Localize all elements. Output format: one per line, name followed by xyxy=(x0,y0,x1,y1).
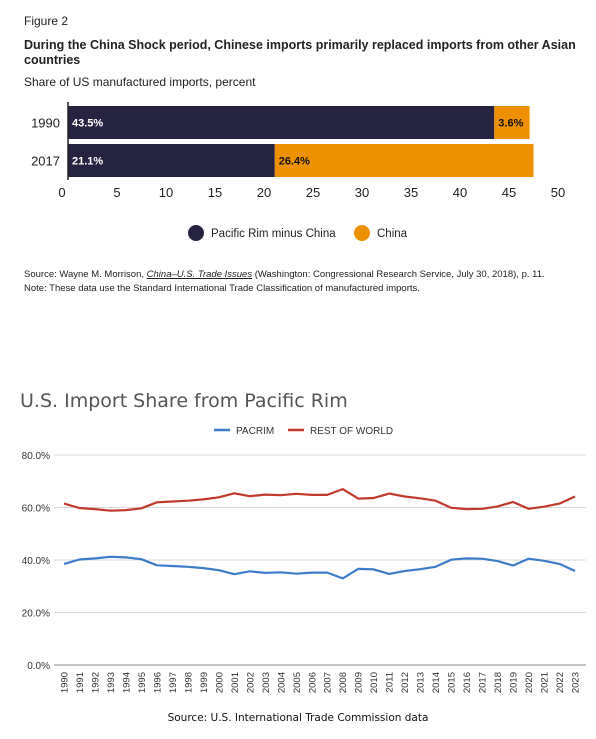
source-citation: Source: Wayne M. Morrison, China–U.S. Tr… xyxy=(24,268,584,282)
legend-label: Pacific Rim minus China xyxy=(211,228,336,240)
x-tick-label: 2001 xyxy=(230,672,241,693)
x-tick-label: 2019 xyxy=(509,672,520,693)
figure-subtitle: Share of US manufactured imports, percen… xyxy=(24,75,256,89)
x-tick-label: 2012 xyxy=(400,672,411,693)
x-tick-label: 1991 xyxy=(75,672,86,693)
source-block: Source: Wayne M. Morrison, China–U.S. Tr… xyxy=(24,268,584,296)
bar-x-tick-label: 15 xyxy=(208,185,222,200)
x-tick-label: 2017 xyxy=(478,672,489,693)
x-tick-label: 2014 xyxy=(431,672,442,693)
bar-segment xyxy=(274,144,534,177)
series-line-pacrim xyxy=(63,555,576,580)
x-tick-label: 1992 xyxy=(90,672,101,693)
bar-segment xyxy=(68,106,495,139)
x-tick-label: 2023 xyxy=(571,672,582,693)
x-tick-label: 2021 xyxy=(540,672,551,693)
bar-x-tick-label: 20 xyxy=(257,185,271,200)
bar-category-label: 2017 xyxy=(31,154,60,169)
source-link[interactable]: China–U.S. Trade Issues xyxy=(146,269,253,280)
x-tick-label: 2004 xyxy=(276,672,287,693)
x-tick-label: 1996 xyxy=(152,672,163,693)
x-tick-label: 2007 xyxy=(323,672,334,693)
x-tick-label: 2020 xyxy=(524,672,535,693)
legend-label: PACRIM xyxy=(236,426,274,437)
x-tick-label: 1995 xyxy=(137,672,148,693)
legend-label: REST OF WORLD xyxy=(310,426,393,437)
bar-x-tick-label: 25 xyxy=(306,185,320,200)
x-tick-label: 2011 xyxy=(385,672,396,692)
source-note: Note: These data use the Standard Intern… xyxy=(24,283,420,294)
bar-data-label: 21.1% xyxy=(72,156,103,168)
series-line-rest-of-world xyxy=(63,487,576,512)
y-tick-label: 20.0% xyxy=(22,609,50,620)
source-prefix: Source: Wayne M. Morrison, xyxy=(24,269,147,280)
bar-data-label: 3.6% xyxy=(498,118,523,130)
x-tick-label: 1994 xyxy=(121,672,132,693)
x-tick-label: 1997 xyxy=(168,672,179,693)
legend-marker xyxy=(188,225,204,241)
line-chart-source: Source: U.S. International Trade Commiss… xyxy=(167,712,429,724)
x-tick-label: 2010 xyxy=(369,672,380,693)
bar-x-tick-label: 30 xyxy=(355,185,369,200)
legend-marker xyxy=(354,225,370,241)
bar-x-tick-label: 5 xyxy=(113,185,120,200)
x-tick-label: 1993 xyxy=(106,672,117,693)
bar-x-tick-label: 10 xyxy=(159,185,173,200)
bar-data-label: 43.5% xyxy=(72,118,103,130)
legend-label: China xyxy=(377,228,408,240)
x-tick-label: 2016 xyxy=(462,672,473,693)
x-tick-label: 2003 xyxy=(261,672,272,693)
x-tick-label: 1990 xyxy=(60,672,71,693)
x-tick-label: 2006 xyxy=(307,672,318,693)
y-tick-label: 0.0% xyxy=(27,661,50,672)
x-tick-label: 2009 xyxy=(354,672,365,693)
y-tick-label: 40.0% xyxy=(22,556,50,567)
y-tick-label: 80.0% xyxy=(22,451,50,462)
figure-title: During the China Shock period, Chinese i… xyxy=(24,38,576,67)
x-tick-label: 2013 xyxy=(416,672,427,693)
source-suffix: (Washington: Congressional Research Serv… xyxy=(252,269,545,280)
bar-x-tick-label: 0 xyxy=(58,185,65,200)
line-chart-title: U.S. Import Share from Pacific Rim xyxy=(20,390,348,412)
y-tick-label: 60.0% xyxy=(22,504,50,515)
x-tick-label: 1999 xyxy=(199,672,210,693)
x-tick-label: 2022 xyxy=(555,672,566,693)
bar-x-tick-label: 45 xyxy=(502,185,516,200)
x-tick-label: 2005 xyxy=(292,672,303,693)
line-chart: 0.0% 20.0% 40.0% 60.0% 80.0% 1990 1991 1992 1993… xyxy=(22,426,586,693)
stacked-bar-chart: 1990 43.5% 3.6% 2017 21.1% 26.4% 0 5 10 15 20 25 30 3… xyxy=(31,102,565,241)
x-tick-label: 2000 xyxy=(214,672,225,693)
x-tick-label: 2002 xyxy=(245,672,256,693)
bar-x-tick-label: 35 xyxy=(404,185,418,200)
bar-segment xyxy=(494,106,530,139)
bar-data-label: 26.4% xyxy=(279,156,310,168)
figure-label: Figure 2 xyxy=(24,14,69,28)
bar-x-tick-label: 50 xyxy=(551,185,565,200)
x-tick-label: 1998 xyxy=(183,672,194,693)
bar-x-tick-label: 40 xyxy=(453,185,467,200)
bar-segment xyxy=(68,144,275,177)
x-tick-label: 2015 xyxy=(447,672,458,693)
x-tick-label: 2008 xyxy=(338,672,349,693)
x-tick-label: 2018 xyxy=(493,672,504,693)
bar-category-label: 1990 xyxy=(31,116,60,131)
